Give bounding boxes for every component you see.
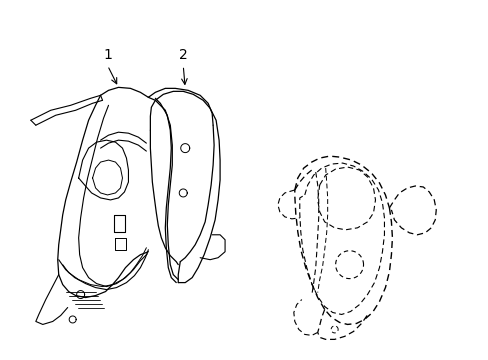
- Text: 1: 1: [103, 49, 112, 63]
- Text: 2: 2: [179, 49, 187, 63]
